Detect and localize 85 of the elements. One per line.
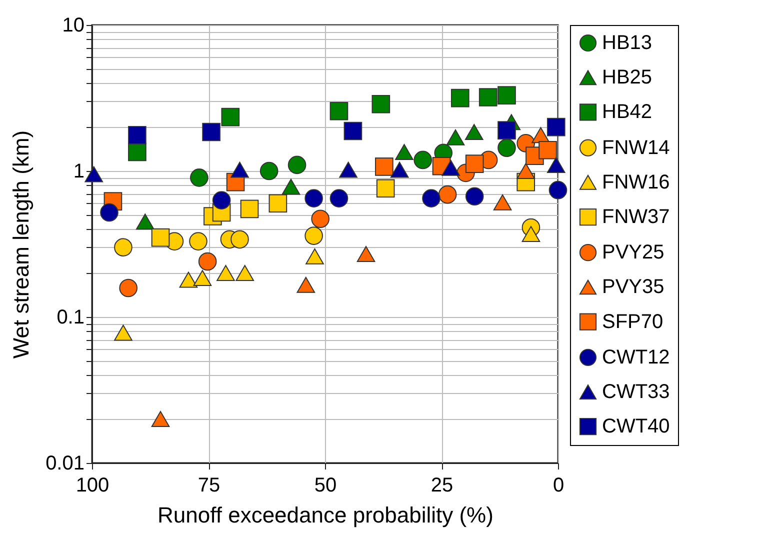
legend-label: SFP70 [602,310,664,333]
point [230,230,249,249]
point [390,162,409,178]
point [114,238,132,256]
point [538,140,557,160]
point [330,102,348,120]
point [516,163,536,179]
y-tick-label: 0.1 [56,306,84,328]
x-tick-label: 75 [198,474,220,496]
point [151,228,170,247]
point [450,88,470,108]
legend-label: PVY25 [602,242,664,264]
point [344,122,362,140]
legend-label: FNW14 [602,136,670,159]
point [128,142,146,162]
point [193,270,212,286]
point [498,86,516,104]
point [465,154,484,173]
point [236,265,254,282]
point [464,124,484,140]
point [136,214,154,230]
point [304,226,323,245]
y-tick-label: 0.01 [46,452,84,474]
point [422,189,440,208]
x-tick-label: 100 [76,474,110,496]
point [221,108,240,126]
point [372,94,390,114]
x-tick-label: 50 [314,474,337,496]
point [189,232,208,250]
point [546,118,566,136]
legend-label: HB13 [602,32,652,54]
legend-label: CWT12 [602,346,670,368]
point [151,411,170,428]
point [442,160,460,176]
point [522,226,540,242]
point [240,200,259,218]
point [190,168,208,187]
legend-label: FNW37 [602,206,670,228]
point [198,252,217,271]
point [119,278,138,298]
point [414,150,432,170]
point [339,162,358,178]
legend-label: PVY35 [602,276,664,298]
point [84,166,104,182]
point [282,178,300,195]
point [288,156,306,174]
point [114,324,132,341]
point [498,138,516,158]
point [548,180,568,200]
point [465,187,484,206]
point [438,185,457,204]
point [128,126,146,144]
point [179,272,198,288]
legend-label: CWT40 [602,416,670,438]
point [375,158,394,176]
point [306,248,324,264]
point [356,246,376,262]
point [260,162,278,180]
point [478,88,498,106]
point [100,203,118,222]
point [296,276,316,293]
point [268,194,288,213]
legend-label: HB42 [602,101,652,124]
point [330,189,348,208]
point [498,121,516,140]
legend-label: CWT33 [602,381,670,403]
point [230,162,249,178]
y-tick-label: 1 [73,160,84,182]
legend-label: HB25 [602,66,652,89]
x-axis-title: Runoff exceedance probability (%) [158,502,494,528]
point [311,210,330,228]
point [446,129,465,146]
point [493,194,512,210]
point [202,122,220,142]
point [376,179,395,198]
x-tick-label: 0 [552,474,564,496]
x-tick-label: 25 [430,474,454,496]
legend-label: FNW16 [602,171,670,194]
y-axis-title: Wet stream length (km) [8,130,34,359]
point [304,189,323,208]
point [395,144,414,160]
y-tick-label: 10 [62,14,84,36]
point [216,265,235,282]
point [546,156,566,173]
point [212,191,231,210]
